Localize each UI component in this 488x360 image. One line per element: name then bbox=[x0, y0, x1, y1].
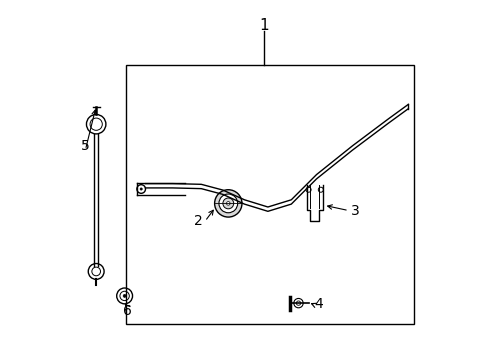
Circle shape bbox=[137, 185, 145, 193]
Text: 2: 2 bbox=[194, 215, 203, 228]
Text: 1: 1 bbox=[259, 18, 268, 33]
Circle shape bbox=[226, 202, 230, 205]
Text: 5: 5 bbox=[81, 139, 90, 153]
Circle shape bbox=[140, 188, 142, 190]
Circle shape bbox=[214, 190, 242, 217]
Circle shape bbox=[296, 301, 300, 305]
Circle shape bbox=[219, 194, 237, 213]
Text: 3: 3 bbox=[350, 204, 359, 217]
Bar bbox=[125, 65, 413, 324]
Circle shape bbox=[305, 187, 310, 192]
Text: 6: 6 bbox=[123, 305, 132, 318]
Circle shape bbox=[123, 294, 126, 297]
Circle shape bbox=[318, 187, 323, 192]
Text: 4: 4 bbox=[314, 297, 323, 311]
Circle shape bbox=[223, 198, 233, 209]
